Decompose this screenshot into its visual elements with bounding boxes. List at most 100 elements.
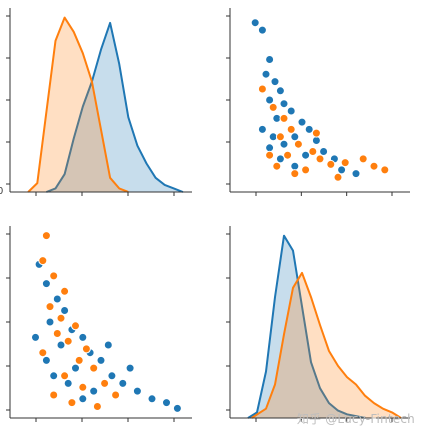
bottom-left-axes (6, 226, 192, 422)
bottom-left-scatter (31, 231, 182, 413)
top-right-axes (226, 8, 410, 196)
bottom-left-point-orange (60, 371, 70, 381)
bottom-left-point-orange (52, 329, 62, 338)
bottom-left-point-blue (96, 355, 106, 365)
bottom-left-point-blue (132, 386, 142, 396)
top-right-point-orange (275, 132, 285, 142)
top-right-point-blue (265, 143, 275, 153)
bottom-left-point-orange (74, 355, 84, 365)
top-right-point-orange (326, 159, 336, 169)
top-right-point-blue (351, 169, 361, 179)
top-right-point-blue (286, 106, 296, 116)
bottom-left-point-orange (111, 390, 121, 400)
bottom-left-point-orange (41, 231, 51, 241)
bottom-left-point-blue (41, 279, 51, 289)
top-right-point-orange (380, 165, 390, 175)
top-left-kde-fill-blue (46, 22, 183, 193)
top-right-point-blue (265, 55, 275, 64)
top-right-point-blue (261, 69, 271, 79)
bottom-right-kde-line-blue (247, 234, 366, 419)
top-right-point-orange (265, 150, 275, 160)
top-right-point-blue (290, 132, 300, 142)
top-left-kde-line-blue (46, 21, 184, 193)
bottom-left-point-orange (49, 271, 59, 281)
bottom-left-point-orange (81, 344, 91, 354)
top-right-point-orange (358, 154, 368, 164)
bottom-left-point-blue (45, 317, 55, 327)
top-right-point-orange (308, 147, 318, 156)
bottom-left-point-orange (89, 363, 99, 373)
top-right-point-orange (301, 165, 311, 175)
top-right-point-blue (311, 136, 321, 145)
top-right-point-orange (311, 128, 321, 138)
bottom-left-point-blue (162, 398, 171, 408)
bottom-left-point-blue (41, 355, 51, 365)
top-left-kde-line-orange (27, 16, 129, 193)
top-right-point-blue (279, 99, 289, 109)
bottom-left-point-blue (107, 371, 117, 381)
bottom-left-point-orange (67, 398, 77, 408)
bottom-left-point-blue (147, 394, 157, 404)
bottom-left-point-orange (60, 286, 70, 296)
bottom-left-point-blue (63, 378, 73, 388)
bottom-left-point-blue (103, 340, 113, 350)
top-right-point-blue (265, 95, 275, 105)
top-right-point-blue (279, 139, 289, 149)
bottom-right-kde-line-orange (251, 271, 402, 419)
top-right-point-blue (257, 124, 267, 134)
top-right-point-orange (257, 84, 267, 94)
top-right-point-orange (283, 150, 293, 160)
bottom-left-point-orange (56, 313, 66, 323)
bottom-left-point-orange (63, 336, 73, 346)
bottom-left-point-blue (52, 294, 62, 304)
top-left-y-tick-label: 0 (0, 186, 3, 197)
bottom-left-point-blue (125, 363, 135, 373)
top-right-point-blue (304, 124, 314, 134)
bottom-left-point-blue (118, 378, 128, 388)
bottom-right-axes (226, 226, 410, 422)
top-right-point-orange (279, 113, 289, 123)
top-right-point-orange (315, 154, 325, 164)
bottom-left-point-blue (172, 403, 182, 413)
bottom-left-point-blue (71, 363, 80, 373)
top-right-scatter (250, 18, 390, 182)
top-right-point-orange (293, 139, 303, 149)
top-right-point-orange (268, 102, 278, 112)
top-right-point-blue (275, 86, 285, 96)
top-right-point-blue (319, 147, 329, 156)
bottom-left-point-orange (49, 390, 59, 400)
bottom-left-point-blue (31, 332, 40, 342)
bottom-left-point-orange (71, 321, 80, 331)
top-right-point-orange (286, 124, 296, 134)
bottom-right-kde (247, 234, 402, 419)
bottom-left-point-orange (92, 402, 102, 411)
top-right-point-blue (275, 154, 285, 164)
top-right-point-orange (272, 161, 282, 171)
top-right-point-blue (250, 18, 260, 28)
top-left-axes: 0 (0, 8, 192, 197)
top-right-point-blue (270, 77, 280, 87)
bottom-left-point-orange (38, 348, 48, 358)
top-right-point-orange (369, 161, 379, 171)
bottom-left-point-blue (78, 394, 88, 404)
top-right-point-orange (290, 169, 300, 179)
top-right-point-blue (297, 117, 307, 127)
bottom-left-point-blue (60, 306, 70, 315)
top-left-kde (27, 16, 184, 193)
watermark: 知乎 @Lucy-Fintech (296, 412, 415, 426)
bottom-left-point-orange (45, 302, 55, 312)
bottom-left-point-blue (56, 340, 66, 350)
bottom-left-point-orange (38, 256, 48, 266)
bottom-left-point-blue (78, 332, 88, 342)
top-right-point-orange (333, 172, 343, 182)
bottom-left-point-blue (49, 371, 59, 381)
top-right-point-blue (301, 150, 311, 160)
top-right-point-blue (257, 25, 267, 35)
top-right-point-orange (340, 158, 350, 168)
top-right-point-blue (290, 161, 300, 171)
bottom-left-point-orange (78, 382, 88, 392)
top-right-point-blue (337, 165, 347, 175)
bottom-left-point-orange (100, 378, 110, 388)
bottom-left-point-blue (89, 386, 99, 396)
